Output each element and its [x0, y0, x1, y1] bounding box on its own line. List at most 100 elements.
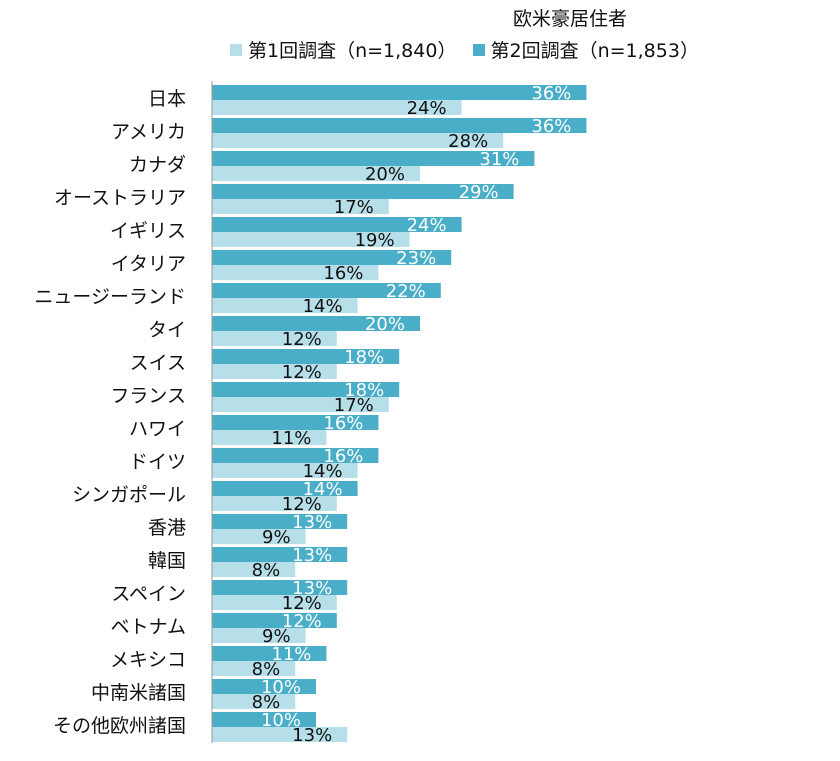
data-label-series1: 8%	[252, 659, 281, 680]
bar-series1	[212, 430, 327, 445]
legend-swatch-series2	[472, 43, 485, 56]
data-label-series1: 12%	[282, 362, 322, 383]
bar-series2	[212, 448, 379, 463]
bar-series2	[212, 580, 348, 595]
bar-series2	[212, 415, 379, 430]
data-label-series2: 18%	[344, 347, 384, 368]
category-label: ドイツ	[129, 451, 186, 473]
legend-label-series2: 第2回調査（n=1,853）	[490, 40, 699, 62]
data-label-series1: 12%	[282, 593, 322, 614]
data-label-series1: 14%	[303, 461, 343, 482]
data-label-series1: 8%	[252, 692, 281, 713]
category-label: イギリス	[110, 220, 186, 242]
data-label-series2: 20%	[365, 314, 405, 335]
data-label-series1: 14%	[303, 296, 343, 317]
bar-series2	[212, 151, 535, 166]
category-label: 中南米諸国	[91, 682, 186, 704]
data-label-series1: 11%	[271, 428, 311, 449]
data-label-series2: 10%	[261, 677, 301, 698]
data-label-series2: 24%	[407, 215, 447, 236]
legend-label-series1: 第1回調査（n=1,840）	[248, 40, 457, 62]
bar-series2	[212, 217, 462, 232]
bar-series1	[212, 463, 358, 478]
category-label: フランス	[110, 385, 186, 407]
category-label: シンガポール	[72, 484, 186, 506]
data-label-series2: 10%	[261, 710, 301, 731]
data-label-series1: 16%	[323, 263, 363, 284]
data-label-series2: 36%	[531, 83, 571, 104]
data-label-series1: 12%	[282, 494, 322, 515]
bar-series2	[212, 118, 587, 133]
bar-series2	[212, 250, 452, 265]
category-label: その他欧州諸国	[53, 715, 186, 737]
bar-series1	[212, 529, 306, 544]
data-label-series1: 28%	[448, 131, 488, 152]
category-label: オーストラリア	[54, 187, 186, 209]
bar-series1	[212, 166, 420, 181]
data-label-series2: 18%	[344, 380, 384, 401]
bar-series1	[212, 628, 306, 643]
data-label-series1: 17%	[334, 395, 374, 416]
bar-series1	[212, 496, 337, 511]
category-label: ベトナム	[111, 616, 186, 638]
data-label-series2: 23%	[396, 248, 436, 269]
bar-series1	[212, 298, 358, 313]
category-label: ニュージーランド	[34, 286, 186, 308]
bar-series2	[212, 547, 348, 562]
bar-series1	[212, 100, 462, 115]
data-label-series2: 16%	[323, 446, 363, 467]
bar-series2	[212, 514, 348, 529]
bar-series2	[212, 184, 514, 199]
data-label-series2: 13%	[292, 545, 332, 566]
data-label-series2: 12%	[282, 611, 322, 632]
bar-series1	[212, 265, 379, 280]
category-label: スペイン	[111, 583, 186, 605]
data-label-series1: 13%	[292, 725, 332, 746]
category-label: メキシコ	[110, 649, 186, 671]
bar-series2	[212, 679, 316, 694]
data-label-series2: 22%	[386, 281, 426, 302]
data-label-series2: 14%	[303, 479, 343, 500]
data-label-series2: 13%	[292, 512, 332, 533]
data-label-series1: 19%	[355, 230, 395, 251]
data-label-series2: 13%	[292, 578, 332, 599]
bar-series2	[212, 712, 316, 727]
data-label-series2: 11%	[271, 644, 311, 665]
data-label-series2: 29%	[459, 182, 499, 203]
bar-series2	[212, 316, 420, 331]
category-label: ハワイ	[129, 418, 186, 440]
bar-series2	[212, 481, 358, 496]
category-label: カナダ	[129, 154, 186, 176]
data-label-series1: 20%	[365, 164, 405, 185]
category-label: 香港	[148, 517, 186, 539]
data-label-series1: 24%	[407, 98, 447, 119]
legend-title: 欧米豪居住者	[512, 8, 627, 30]
bar-series1	[212, 331, 337, 346]
data-label-series1: 9%	[262, 527, 291, 548]
data-label-series1: 8%	[252, 560, 281, 581]
bar-series2	[212, 646, 327, 661]
bar-series1	[212, 562, 296, 577]
bar-series1	[212, 232, 410, 247]
category-label: イタリア	[111, 253, 186, 275]
data-label-series1: 17%	[334, 197, 374, 218]
category-label: 日本	[148, 88, 186, 110]
legend-swatch-series1	[230, 43, 242, 56]
data-label-series1: 9%	[262, 626, 291, 647]
bar-series2	[212, 382, 400, 397]
bar-series1	[212, 199, 389, 214]
bar-series2	[212, 85, 587, 100]
data-label-series2: 36%	[531, 116, 571, 137]
data-label-series2: 16%	[323, 413, 363, 434]
bar-series1	[212, 595, 337, 610]
category-label: 韓国	[148, 550, 186, 572]
data-label-series1: 12%	[282, 329, 322, 350]
legend: 第1回調査（n=1,840） 第2回調査（n=1,853）	[230, 36, 709, 63]
legend-item-series2: 第2回調査（n=1,853）	[472, 36, 699, 63]
bar-series2	[212, 283, 441, 298]
category-label: スイス	[130, 352, 186, 374]
data-label-series2: 31%	[479, 149, 519, 170]
category-label: タイ	[148, 319, 186, 341]
bar-series1	[212, 661, 296, 676]
